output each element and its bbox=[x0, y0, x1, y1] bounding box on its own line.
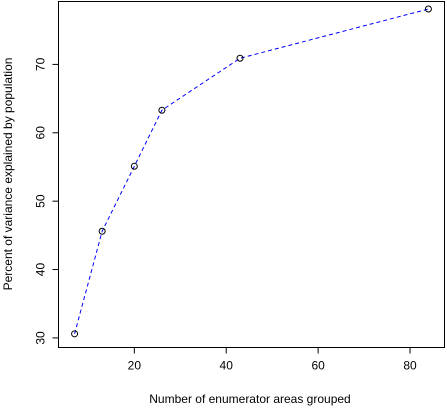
y-tick-label: 60 bbox=[34, 126, 48, 140]
x-tick-label: 20 bbox=[128, 359, 142, 373]
x-tick-label: 80 bbox=[403, 359, 417, 373]
data-point bbox=[158, 106, 166, 114]
x-axis-label: Number of enumerator areas grouped bbox=[149, 392, 350, 406]
y-tick-label: 70 bbox=[34, 57, 48, 71]
x-tick-label: 60 bbox=[311, 359, 325, 373]
data-point bbox=[71, 330, 79, 338]
x-axis: 20 40 60 80 bbox=[128, 347, 417, 373]
y-tick-label: 50 bbox=[34, 194, 48, 208]
series-line bbox=[74, 8, 429, 334]
data-point bbox=[236, 54, 244, 62]
data-point bbox=[130, 162, 138, 170]
y-axis-label: Percent of variance explained by populat… bbox=[1, 58, 15, 291]
data-point bbox=[98, 227, 106, 235]
plot-frame bbox=[58, 1, 445, 348]
series-layer bbox=[71, 5, 432, 338]
x-tick-label: 40 bbox=[220, 359, 234, 373]
y-tick-label: 30 bbox=[34, 331, 48, 345]
data-point bbox=[424, 5, 432, 13]
y-tick-label: 40 bbox=[34, 263, 48, 277]
y-axis: 30 40 50 60 70 bbox=[34, 57, 59, 345]
